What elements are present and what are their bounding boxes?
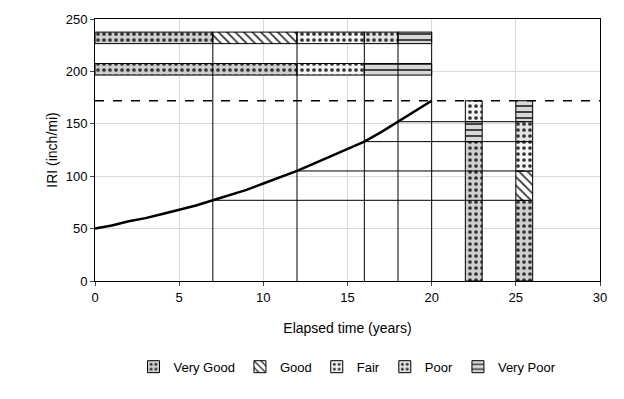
svg-text:Fair: Fair	[357, 360, 380, 375]
svg-text:0: 0	[80, 274, 87, 289]
svg-text:10: 10	[256, 290, 270, 305]
svg-text:0: 0	[91, 290, 98, 305]
svg-text:15: 15	[340, 290, 354, 305]
svg-text:Poor: Poor	[425, 360, 453, 375]
svg-text:150: 150	[66, 116, 88, 131]
svg-text:20: 20	[424, 290, 438, 305]
svg-text:200: 200	[66, 64, 88, 79]
svg-text:250: 250	[66, 12, 88, 27]
svg-text:IRI (inch/mi): IRI (inch/mi)	[44, 112, 60, 187]
svg-text:25: 25	[509, 290, 523, 305]
svg-text:100: 100	[66, 169, 88, 184]
svg-text:Good: Good	[280, 360, 312, 375]
svg-text:Elapsed time (years): Elapsed time (years)	[283, 320, 411, 336]
svg-text:Very Good: Very Good	[174, 360, 235, 375]
svg-text:30: 30	[593, 290, 607, 305]
svg-text:5: 5	[176, 290, 183, 305]
svg-text:Very Poor: Very Poor	[498, 360, 556, 375]
svg-text:50: 50	[73, 221, 87, 236]
